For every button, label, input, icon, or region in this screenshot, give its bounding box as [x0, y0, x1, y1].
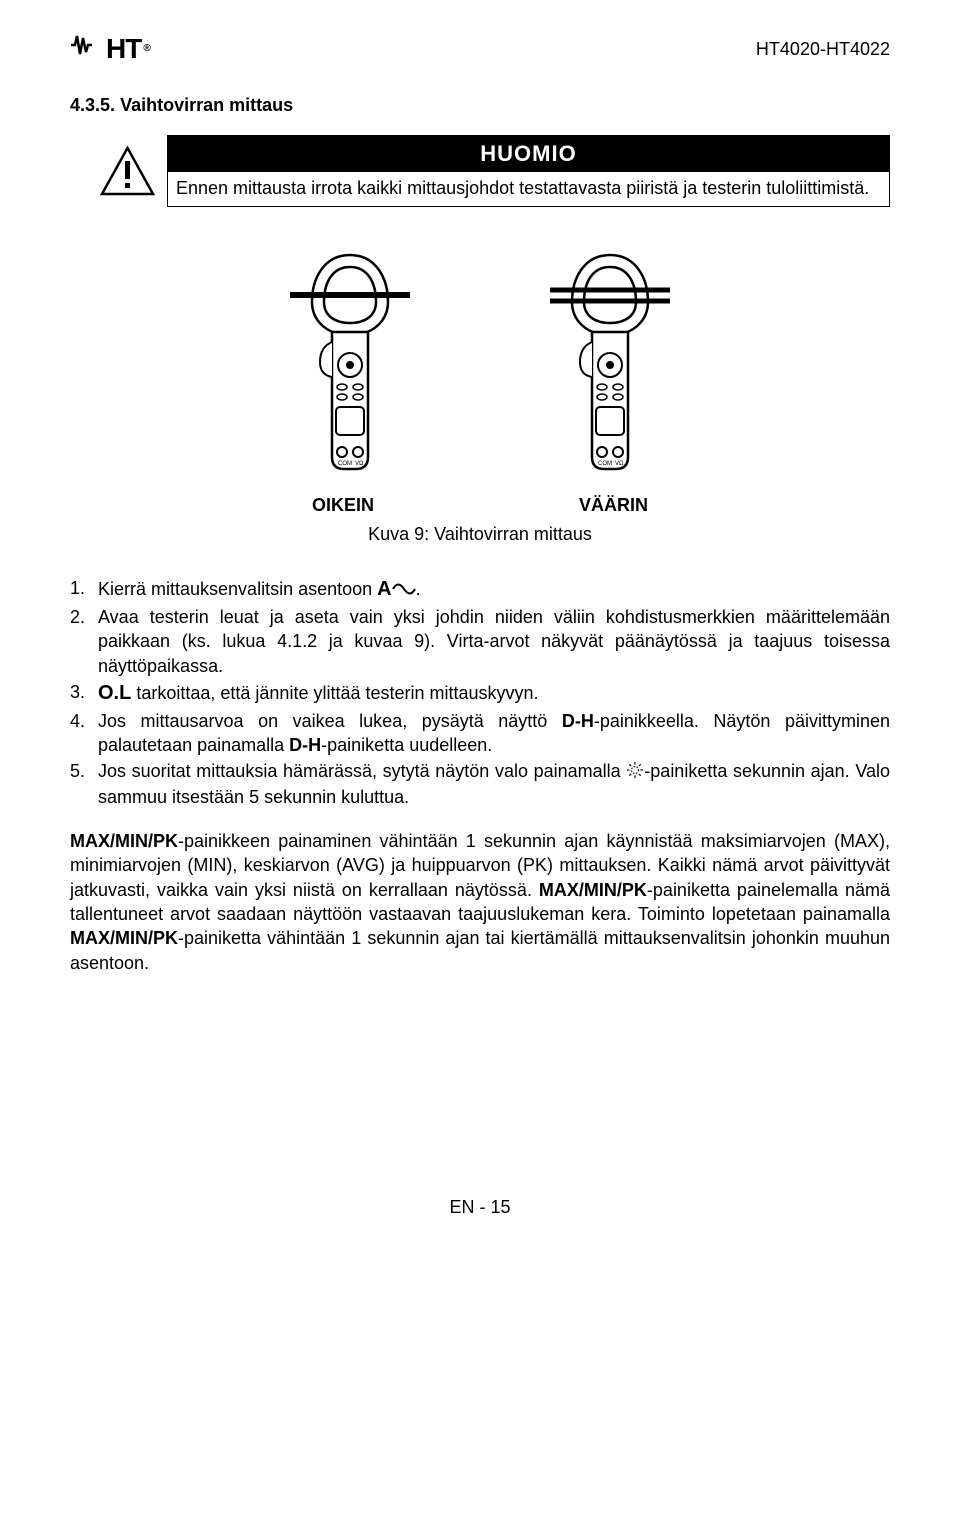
clamp-labels: OIKEIN VÄÄRIN: [70, 493, 890, 517]
step3-text: tarkoittaa, että jännite ylittää testeri…: [131, 683, 538, 703]
step4-text-a: Jos mittausarvoa on vaikea lukea, pysäyt…: [98, 711, 562, 731]
attention-row: HUOMIO Ennen mittausta irrota kaikki mit…: [100, 135, 890, 207]
clamp-wrong-icon: COM VΩ: [550, 247, 670, 483]
step-2: Avaa testerin leuat ja aseta vain yksi j…: [70, 605, 890, 678]
svg-text:COM: COM: [598, 461, 612, 467]
para-text-3: -painiketta vähintään 1 sekunnin ajan ta…: [70, 928, 890, 972]
maxminpk-paragraph: MAX/MIN/PK-painikkeen painaminen vähintä…: [70, 829, 890, 975]
sine-wave-icon: [392, 578, 416, 602]
step4-dh1: D-H: [562, 711, 594, 731]
section-heading: 4.3.5. Vaihtovirran mittaus: [70, 93, 890, 117]
page-header: HT ® HT4020-HT4022: [70, 30, 890, 68]
clamp-correct-icon: COM VΩ: [290, 247, 410, 483]
logo-text: HT: [106, 30, 141, 68]
section-title: Vaihtovirran mittaus: [120, 95, 293, 115]
para-bold-2: MAX/MIN/PK: [539, 880, 647, 900]
section-number: 4.3.5.: [70, 95, 115, 115]
registered-mark: ®: [143, 42, 149, 56]
warning-triangle-icon: [100, 135, 155, 207]
figure-caption: Kuva 9: Vaihtovirran mittaus: [70, 522, 890, 546]
label-wrong: VÄÄRIN: [579, 493, 648, 517]
step4-dh2: D-H: [289, 735, 321, 755]
svg-text:VΩ: VΩ: [355, 461, 364, 467]
attention-box: HUOMIO Ennen mittausta irrota kaikki mit…: [167, 135, 890, 207]
step1-text-b: .: [416, 579, 421, 599]
para-bold-3: MAX/MIN/PK: [70, 928, 178, 948]
svg-text:COM: COM: [338, 461, 352, 467]
svg-text:VΩ: VΩ: [615, 461, 624, 467]
step4-text-c: -painiketta uudelleen.: [321, 735, 492, 755]
step5-text-a: Jos suoritat mittauksia hämärässä, sytyt…: [98, 761, 626, 781]
logo-wave-icon: [70, 30, 104, 68]
attention-title: HUOMIO: [168, 136, 889, 172]
step-5: Jos suoritat mittauksia hämärässä, sytyt…: [70, 759, 890, 809]
document-code: HT4020-HT4022: [756, 37, 890, 61]
clamp-illustration-row: COM VΩ COM VΩ: [70, 247, 890, 483]
backlight-icon: [626, 761, 644, 785]
step-1: Kierrä mittauksenvalitsin asentoon A.: [70, 576, 890, 603]
para-bold-1: MAX/MIN/PK: [70, 831, 178, 851]
step-4: Jos mittausarvoa on vaikea lukea, pysäyt…: [70, 709, 890, 758]
attention-body: Ennen mittausta irrota kaikki mittausjoh…: [168, 172, 889, 206]
label-correct: OIKEIN: [312, 493, 374, 517]
steps-list: Kierrä mittauksenvalitsin asentoon A. Av…: [70, 576, 890, 809]
step-3: O.L tarkoittaa, että jännite ylittää tes…: [70, 680, 890, 707]
step1-symbol-a: A: [377, 578, 391, 600]
page-footer: EN - 15: [70, 1195, 890, 1219]
ol-symbol: O.L: [98, 682, 131, 704]
step1-text-a: Kierrä mittauksenvalitsin asentoon: [98, 579, 377, 599]
brand-logo: HT ®: [70, 30, 150, 68]
